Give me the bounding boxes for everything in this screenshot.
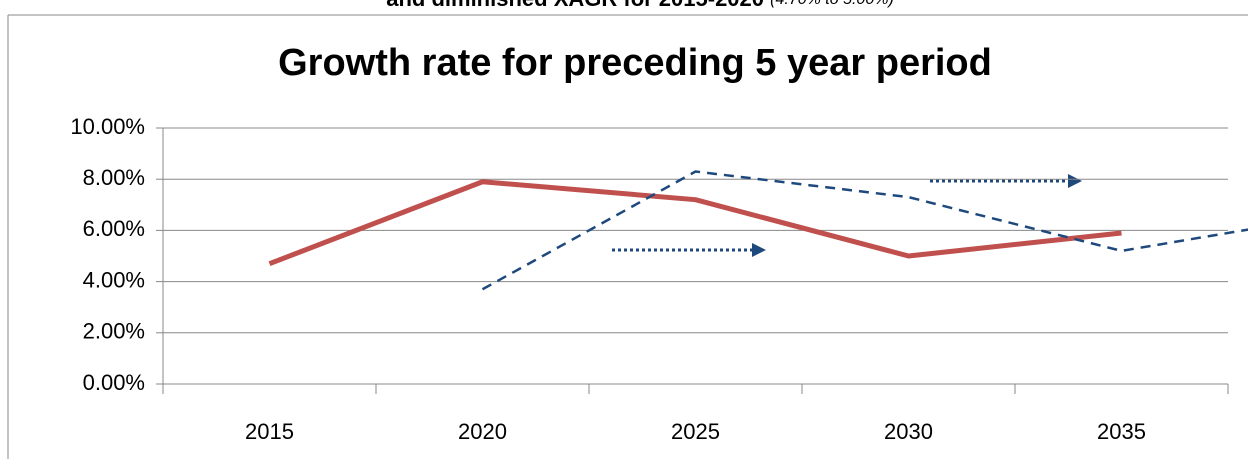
header-text: and diminished XAGR for 2015-2020 (4.70%… <box>386 0 894 11</box>
x-tick-label: 2035 <box>1097 419 1146 444</box>
y-tick-label: 6.00% <box>83 216 145 241</box>
series-line <box>268 179 1122 267</box>
arrow-1 <box>612 243 766 257</box>
header-note: (4.70% to 5.00%) <box>770 0 894 8</box>
x-tick-label: 2025 <box>671 419 720 444</box>
chart-title: Growth rate for preceding 5 year period <box>278 42 992 84</box>
series-line <box>481 170 1248 291</box>
y-tick-label: 2.00% <box>83 319 145 344</box>
x-tick-label: 2020 <box>458 419 507 444</box>
y-tick-label: 8.00% <box>83 165 145 190</box>
y-tick-label: 0.00% <box>83 370 145 395</box>
header-main: and diminished XAGR for 2015-2020 <box>386 0 764 11</box>
y-tick-label: 4.00% <box>83 267 145 292</box>
y-tick-label: 10.00% <box>70 114 145 139</box>
x-tick-label: 2030 <box>884 419 933 444</box>
x-tick-label: 2015 <box>245 419 294 444</box>
arrow-2 <box>930 174 1082 188</box>
